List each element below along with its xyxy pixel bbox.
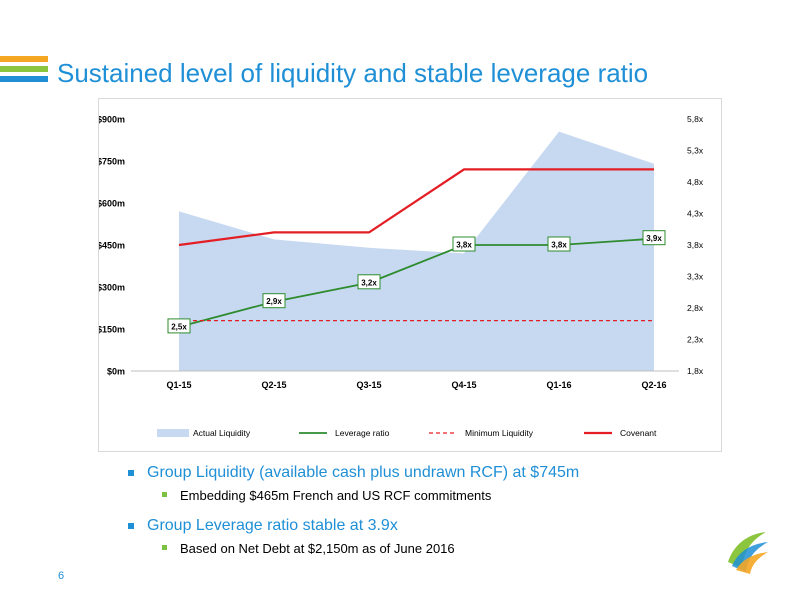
sub-bullet-text: Based on Net Debt at $2,150m as of June …	[180, 541, 455, 556]
sub-bullet-item-rcf: Embedding $465m French and US RCF commit…	[125, 488, 725, 503]
sub-bullet-item-net-debt: Based on Net Debt at $2,150m as of June …	[125, 541, 725, 556]
leverage-data-label-box	[547, 236, 571, 252]
company-logo	[728, 532, 768, 574]
sub-bullet-text: Embedding $465m French and US RCF commit…	[180, 488, 492, 503]
bullet-text: Group Liquidity (available cash plus und…	[147, 464, 580, 481]
leverage-data-label: 3,8x	[456, 241, 472, 250]
bullet-square-icon	[128, 470, 134, 476]
y-right-tick-label: 1,8x	[687, 366, 704, 376]
y-left-tick-label: $300m	[99, 283, 125, 293]
leverage-data-label: 2,5x	[171, 322, 187, 331]
bullet-square-icon	[128, 523, 134, 529]
actual-liquidity-area	[179, 131, 654, 371]
y-left-tick-label: $900m	[99, 115, 125, 125]
y-right-tick-label: 2,8x	[687, 303, 704, 313]
leverage-data-label-box	[262, 293, 286, 309]
sub-bullet-square-icon	[162, 545, 167, 550]
x-tick-label: Q4-15	[451, 380, 476, 390]
covenant-line	[178, 168, 654, 247]
y-left-tick-label: $150m	[99, 325, 125, 335]
liquidity-leverage-chart: $0m $150m $300m $450m $600m $750m $900m 1,8x 2,3…	[99, 114, 704, 438]
title-decoration	[0, 56, 48, 86]
y-right-tick-label: 2,3x	[687, 335, 704, 345]
chart-frame: $0m $150m $300m $450m $600m $750m $900m 1,8x 2,3…	[98, 98, 722, 452]
leverage-data-label-box	[452, 236, 476, 252]
bullet-item-leverage: Group Leverage ratio stable at 3.9x	[125, 517, 725, 535]
y-left-tick-label: $750m	[99, 157, 125, 167]
legend-label: Covenant	[620, 428, 657, 438]
slide-title: Sustained level of liquidity and stable …	[57, 58, 649, 88]
x-tick-label: Q2-15	[261, 380, 286, 390]
x-tick-label: Q1-16	[546, 380, 571, 390]
sub-bullet-square-icon	[162, 492, 167, 497]
legend-label: Leverage ratio	[335, 428, 390, 438]
leverage-data-label: 2,9x	[266, 297, 282, 306]
leverage-data-label: 3,8x	[551, 241, 567, 250]
leverage-data-label-box	[357, 274, 381, 290]
deco-bar-green	[0, 66, 48, 72]
y-left-tick-label: $0m	[107, 367, 125, 377]
y-right-tick-label: 5,3x	[687, 146, 704, 156]
deco-bar-blue	[0, 76, 48, 82]
leverage-data-label-box	[642, 230, 666, 246]
y-right-tick-label: 3,3x	[687, 272, 704, 282]
x-tick-label: Q3-15	[356, 380, 381, 390]
leverage-data-label: 3,2x	[361, 278, 377, 287]
y-right-tick-label: 4,8x	[687, 177, 704, 187]
page-number: 6	[58, 570, 65, 582]
leverage-data-label: 3,9x	[646, 234, 662, 243]
legend-swatch-actual-liquidity	[157, 429, 189, 437]
x-tick-label: Q2-16	[641, 380, 666, 390]
y-left-tick-label: $450m	[99, 241, 125, 251]
y-right-tick-label: 3,8x	[687, 240, 704, 250]
deco-bar-orange	[0, 56, 48, 62]
x-tick-label: Q1-15	[166, 380, 191, 390]
leverage-data-label-box	[167, 318, 191, 334]
bullet-text: Group Leverage ratio stable at 3.9x	[147, 517, 398, 534]
bullet-list: Group Liquidity (available cash plus und…	[125, 464, 725, 570]
bullet-item-liquidity: Group Liquidity (available cash plus und…	[125, 464, 725, 482]
leverage-ratio-line	[178, 237, 655, 328]
legend-label: Actual Liquidity	[193, 428, 251, 438]
y-left-tick-label: $600m	[99, 199, 125, 209]
legend-label: Minimum Liquidity	[465, 428, 534, 438]
y-right-tick-label: 4,3x	[687, 209, 704, 219]
y-right-tick-label: 5,8x	[687, 114, 704, 124]
